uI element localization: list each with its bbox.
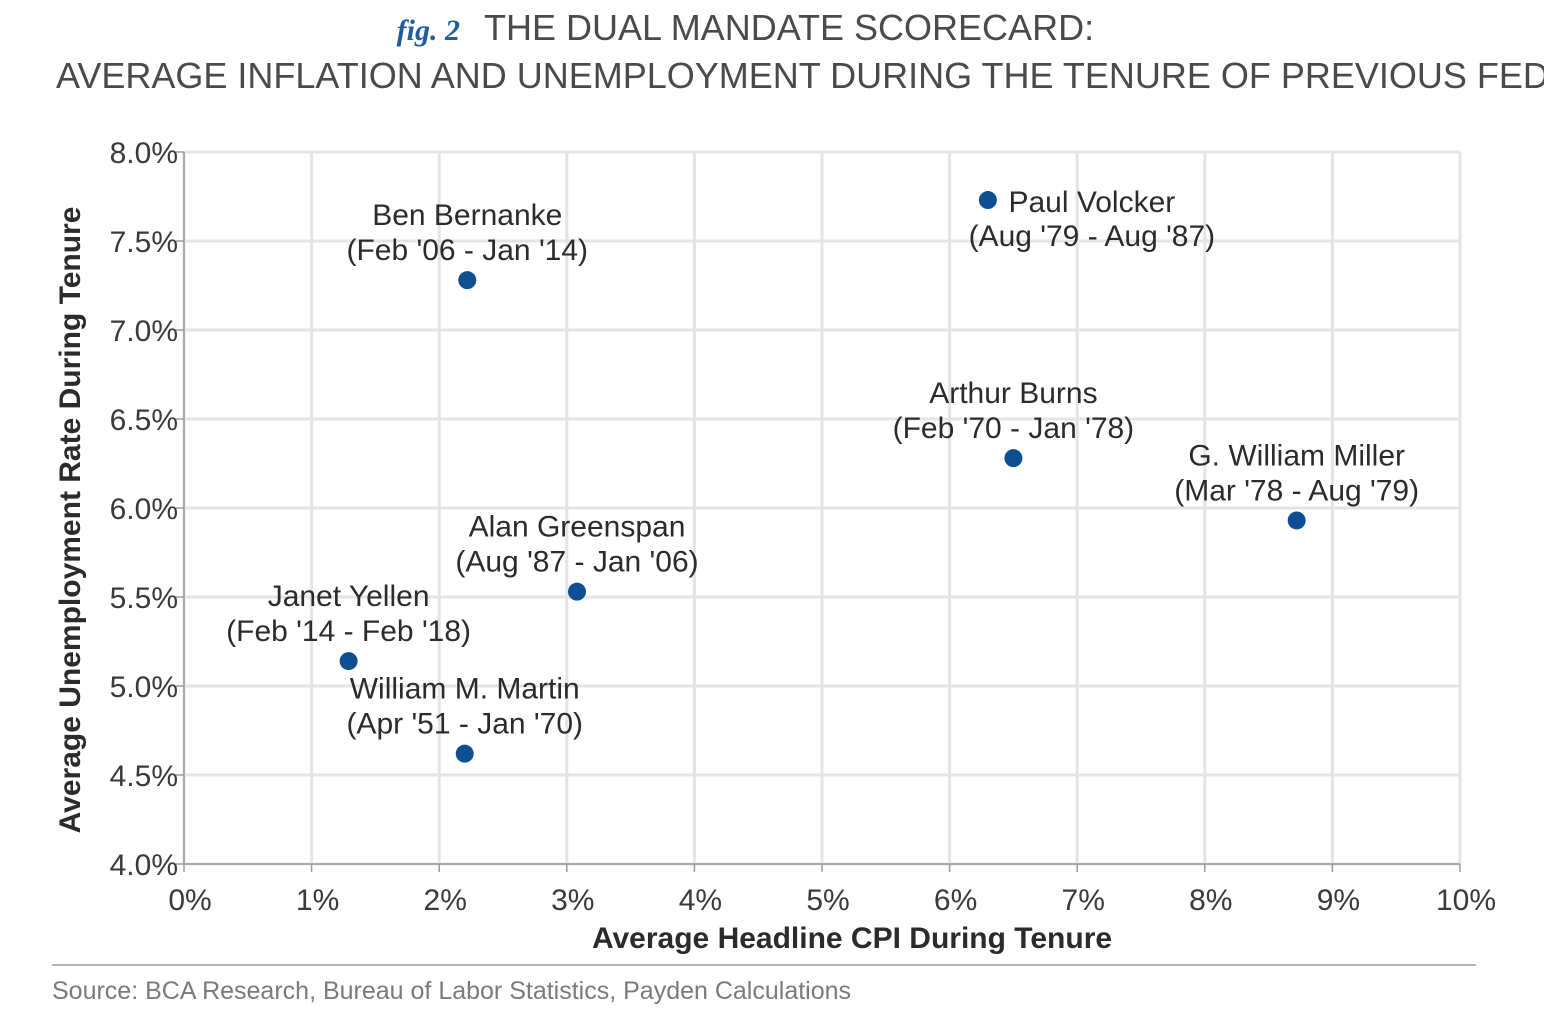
data-point [458, 271, 477, 290]
chart-header: fig. 2 THE DUAL MANDATE SCORECARD: AVERA… [56, 7, 1544, 96]
point-label-name: William M. Martin [350, 673, 580, 706]
figure-label: fig. 2 [397, 14, 460, 47]
x-tick-label: 4% [679, 884, 722, 917]
y-tick-label: 6.0% [110, 493, 178, 526]
x-tick-label: 8% [1189, 884, 1232, 917]
y-tick-label: 5.0% [110, 671, 178, 704]
point-label-tenure: (Apr '51 - Jan '70) [346, 708, 583, 741]
y-tick-label: 7.0% [110, 315, 178, 348]
point-label-tenure: (Feb '70 - Jan '78) [893, 412, 1135, 445]
axes [176, 151, 1461, 872]
x-tick-label: 7% [1062, 884, 1105, 917]
data-point [568, 582, 587, 601]
data-point [455, 744, 474, 763]
point-label-name: Alan Greenspan [469, 511, 686, 544]
y-tick-label: 4.0% [110, 849, 178, 882]
x-axis-title: Average Headline CPI During Tenure [592, 922, 1112, 955]
data-points [339, 191, 1306, 763]
x-tick-label: 1% [296, 884, 339, 917]
source-note: Source: BCA Research, Bureau of Labor St… [52, 977, 851, 1005]
point-label-tenure: (Feb '14 - Feb '18) [226, 615, 471, 648]
x-tick-label: 3% [551, 884, 594, 917]
x-axis-tick-labels: 0% 1% 2% 3% 4% 5% 6% 7% 8% 9% 10% [168, 884, 1496, 917]
chart-title-line1: THE DUAL MANDATE SCORECARD: [484, 7, 1094, 48]
point-label-name: Paul Volcker [1008, 186, 1175, 219]
point-label-tenure: (Aug '87 - Jan '06) [455, 546, 698, 579]
point-label-tenure: (Feb '06 - Jan '14) [346, 234, 588, 267]
data-point [978, 191, 997, 210]
x-tick-label: 0% [168, 884, 211, 917]
data-point [1287, 511, 1306, 530]
y-axis-tick-labels: 4.0% 4.5% 5.0% 5.5% 6.0% 6.5% 7.0% 7.5% 8.0% [110, 137, 178, 882]
y-tick-label: 4.5% [110, 760, 178, 793]
point-label-name: Ben Bernanke [372, 199, 562, 232]
x-tick-label: 6% [934, 884, 977, 917]
point-label-name: G. William Miller [1188, 439, 1405, 472]
y-tick-label: 8.0% [110, 137, 178, 170]
x-tick-label: 10% [1436, 884, 1496, 917]
y-tick-label: 6.5% [110, 404, 178, 437]
x-tick-label: 2% [424, 884, 467, 917]
x-tick-label: 5% [806, 884, 849, 917]
x-tick-label: 9% [1317, 884, 1360, 917]
point-labels: Paul Volcker(Aug '79 - Aug '87) Ben Berna… [226, 186, 1419, 741]
point-label-name: Arthur Burns [929, 377, 1097, 410]
data-point [339, 652, 358, 671]
point-label-tenure: (Mar '78 - Aug '79) [1174, 474, 1419, 507]
y-tick-label: 5.5% [110, 582, 178, 615]
y-axis-title: Average Unemployment Rate During Tenure [54, 207, 87, 834]
point-label-name: Janet Yellen [268, 580, 430, 613]
point-label-tenure: (Aug '79 - Aug '87) [969, 220, 1216, 253]
data-point [1004, 449, 1023, 468]
y-tick-label: 7.5% [110, 226, 178, 259]
chart-title-line2: AVERAGE INFLATION AND UNEMPLOYMENT DURIN… [56, 55, 1544, 96]
